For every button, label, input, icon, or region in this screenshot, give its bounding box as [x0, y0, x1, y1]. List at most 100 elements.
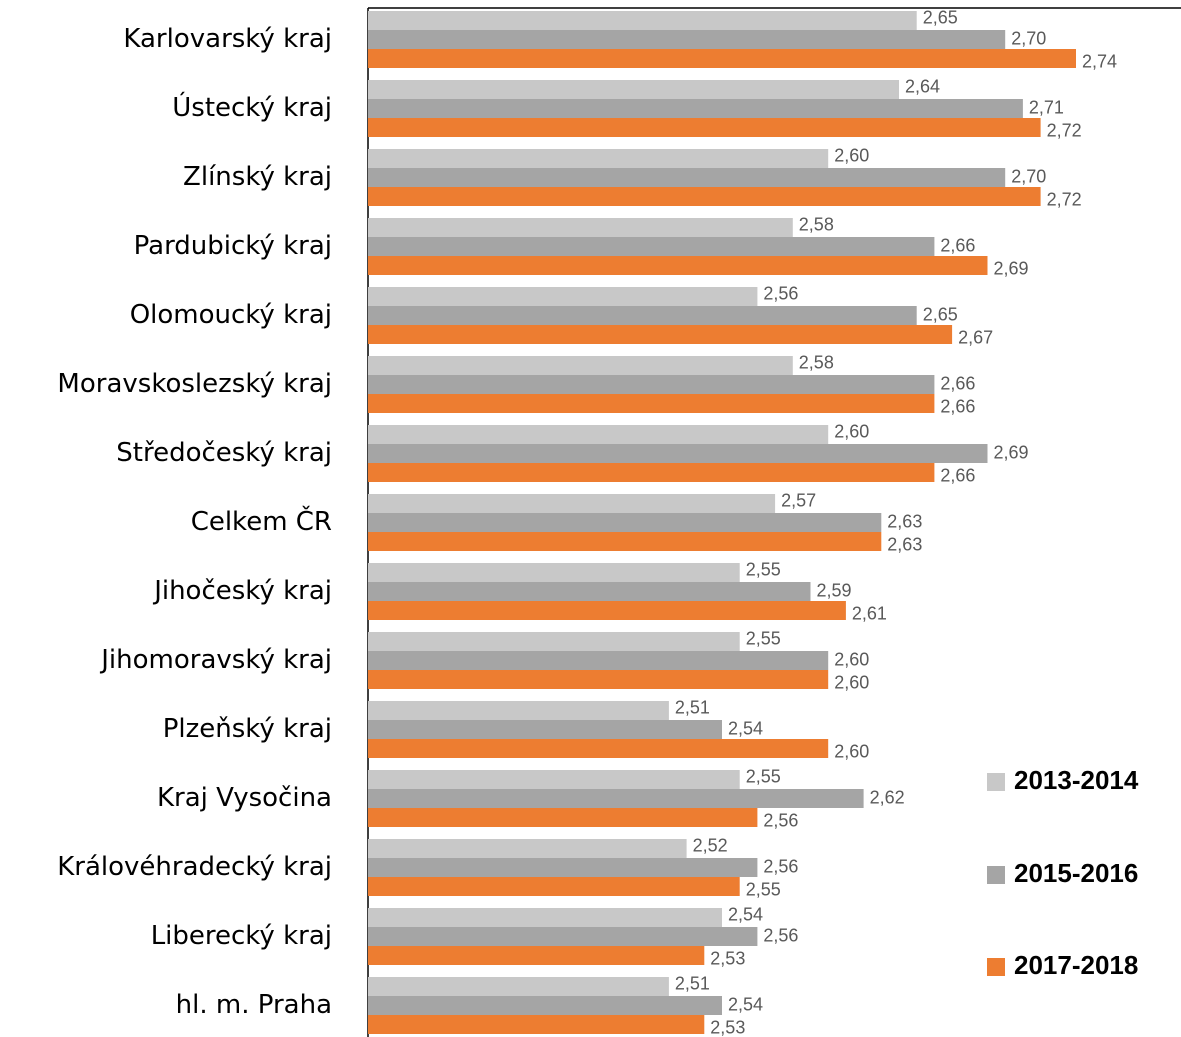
bar: [368, 444, 988, 463]
category-label: Karlovarský kraj: [123, 24, 332, 54]
value-label: 2,72: [1047, 189, 1082, 209]
category-label: Jihomoravský kraj: [99, 645, 332, 675]
value-label: 2,67: [958, 327, 993, 347]
value-label: 2,60: [834, 672, 869, 692]
bar: [368, 996, 722, 1015]
category-label: Královéhradecký kraj: [57, 852, 332, 882]
bar: [368, 908, 722, 927]
value-label: 2,55: [746, 628, 781, 648]
bar: [368, 720, 722, 739]
legend-label: 2015-2016: [1014, 858, 1138, 888]
bar: [368, 532, 882, 551]
category-label: Kraj Vysočina: [157, 783, 332, 813]
legend-swatch: [987, 958, 1005, 976]
value-label: 2,56: [763, 810, 798, 830]
bar: [368, 325, 953, 344]
value-label: 2,63: [887, 511, 922, 531]
category-label: Moravskoslezský kraj: [57, 369, 332, 399]
bar: [368, 808, 758, 827]
value-label: 2,70: [1011, 28, 1046, 48]
value-label: 2,62: [870, 787, 905, 807]
bar: [368, 494, 776, 513]
value-label: 2,52: [693, 835, 728, 855]
bar: [368, 463, 935, 482]
bar: [368, 946, 705, 965]
category-label: Liberecký kraj: [151, 921, 332, 951]
bar: [368, 356, 793, 375]
value-label: 2,69: [994, 442, 1029, 462]
bar: [368, 99, 1023, 118]
bar: [368, 394, 935, 413]
bar: [368, 670, 829, 689]
category-label: Pardubický kraj: [134, 231, 332, 261]
value-label: 2,51: [675, 697, 710, 717]
value-label: 2,71: [1029, 97, 1064, 117]
bar: [368, 11, 917, 30]
bar: [368, 187, 1041, 206]
legend-label: 2013-2014: [1014, 765, 1139, 795]
value-label: 2,66: [940, 396, 975, 416]
value-label: 2,54: [728, 718, 763, 738]
category-label: Celkem ČR: [191, 505, 332, 537]
bar: [368, 513, 882, 532]
bar: [368, 563, 740, 582]
value-label: 2,60: [834, 649, 869, 669]
bar: [368, 168, 1006, 187]
value-label: 2,64: [905, 76, 940, 96]
legend-swatch: [987, 773, 1005, 791]
value-label: 2,55: [746, 879, 781, 899]
legend-label: 2017-2018: [1014, 950, 1138, 980]
value-label: 2,65: [923, 7, 958, 27]
value-label: 2,55: [746, 766, 781, 786]
value-label: 2,65: [923, 304, 958, 324]
value-label: 2,60: [834, 741, 869, 761]
value-label: 2,60: [834, 145, 869, 165]
value-label: 2,58: [799, 352, 834, 372]
category-label: Olomoucký kraj: [130, 300, 332, 330]
category-label: Jihočeský kraj: [152, 576, 332, 606]
value-label: 2,63: [887, 534, 922, 554]
bar: [368, 582, 811, 601]
bar: [368, 237, 935, 256]
bar: [368, 927, 758, 946]
value-label: 2,58: [799, 214, 834, 234]
value-label: 2,66: [940, 373, 975, 393]
value-label: 2,60: [834, 421, 869, 441]
bar: [368, 632, 740, 651]
value-label: 2,69: [994, 258, 1029, 278]
bar: [368, 977, 669, 996]
bar: [368, 256, 988, 275]
bar: [368, 877, 740, 896]
bar: [368, 149, 829, 168]
bar: [368, 30, 1006, 49]
value-label: 2,55: [746, 559, 781, 579]
value-label: 2,61: [852, 603, 887, 623]
bar: [368, 839, 687, 858]
value-label: 2,70: [1011, 166, 1046, 186]
value-label: 2,74: [1082, 51, 1117, 71]
legend-swatch: [987, 866, 1005, 884]
value-label: 2,66: [940, 465, 975, 485]
bar: [368, 601, 846, 620]
bar: [368, 701, 669, 720]
value-label: 2,53: [710, 1017, 745, 1037]
category-label: Plzeňský kraj: [163, 714, 332, 744]
bar: [368, 1015, 705, 1034]
value-label: 2,51: [675, 973, 710, 993]
value-label: 2,56: [763, 283, 798, 303]
bar: [368, 770, 740, 789]
value-label: 2,53: [710, 948, 745, 968]
bar: [368, 739, 829, 758]
bar: [368, 80, 899, 99]
bar: [368, 858, 758, 877]
bar: [368, 651, 829, 670]
bar: [368, 287, 758, 306]
bar: [368, 118, 1041, 137]
bar: [368, 49, 1076, 68]
value-label: 2,57: [781, 490, 816, 510]
category-label: Ústecký kraj: [172, 91, 332, 123]
category-label: Středočeský kraj: [116, 438, 332, 468]
value-label: 2,56: [763, 856, 798, 876]
bar: [368, 425, 829, 444]
